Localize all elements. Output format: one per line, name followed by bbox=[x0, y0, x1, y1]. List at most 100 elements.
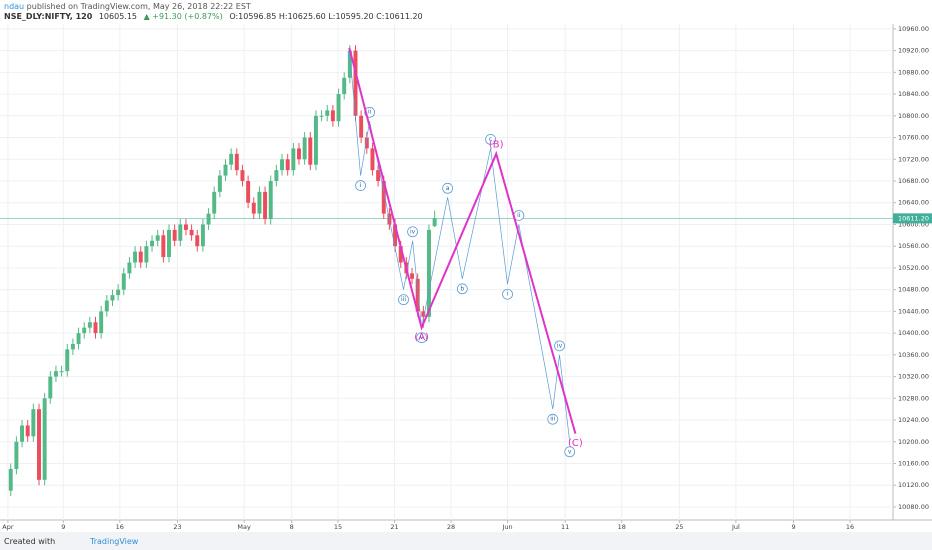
wave-label: (C) bbox=[568, 438, 583, 449]
wave-label: c bbox=[489, 136, 492, 143]
y-tick-label: 10080.00 bbox=[898, 503, 929, 511]
wave-label-circle bbox=[554, 340, 565, 352]
x-tick-label: Apr bbox=[2, 523, 14, 531]
candle-body bbox=[432, 218, 437, 227]
wave-label: (B) bbox=[489, 139, 504, 150]
footer: Created with TradingView bbox=[0, 532, 932, 550]
candle-body bbox=[291, 148, 296, 171]
last-price-box bbox=[893, 213, 932, 224]
candle-body bbox=[206, 213, 211, 225]
wave-label-circle bbox=[485, 134, 496, 145]
candle-body bbox=[14, 441, 19, 469]
wave-label: (A) bbox=[414, 332, 429, 343]
wave-line bbox=[348, 47, 571, 442]
candle-body bbox=[370, 148, 375, 171]
x-tick-label: Jun bbox=[501, 523, 512, 531]
header-line: ndau published on TradingView.com, May 2… bbox=[4, 2, 251, 11]
candle-body bbox=[167, 229, 171, 258]
x-tick-label: 23 bbox=[173, 523, 181, 531]
candle-body bbox=[178, 224, 183, 241]
y-tick-label: 10320.00 bbox=[898, 373, 929, 381]
published: published on TradingView.com, May 26, 20… bbox=[26, 2, 251, 11]
candle-body bbox=[319, 115, 324, 117]
x-tick-label: 9 bbox=[61, 523, 65, 531]
candle-body bbox=[104, 300, 109, 312]
wave-label: i bbox=[360, 182, 362, 189]
candle-body bbox=[70, 343, 75, 350]
symbol-line: NSE_DLY:NIFTY, 120 10605.15 ▲ +91.30 (+0… bbox=[4, 12, 427, 21]
y-tick-label: 10880.00 bbox=[898, 68, 929, 76]
x-tick-label: 9 bbox=[791, 523, 795, 531]
candle-body bbox=[246, 181, 251, 203]
author[interactable]: ndau bbox=[4, 2, 25, 11]
candle-body bbox=[325, 110, 330, 116]
x-tick-label: 15 bbox=[334, 523, 342, 531]
candle-body bbox=[48, 376, 53, 399]
candle-body bbox=[99, 311, 104, 334]
x-tick-label: 11 bbox=[561, 523, 569, 531]
y-tick-label: 10240.00 bbox=[898, 416, 929, 424]
wave-label: a bbox=[446, 185, 450, 192]
footer-text: Created with bbox=[4, 537, 56, 546]
candle-body bbox=[116, 289, 121, 296]
candle-body bbox=[133, 251, 138, 263]
candle-body bbox=[302, 137, 307, 160]
y-tick-label: 10800.00 bbox=[898, 112, 929, 120]
wave-label: v bbox=[568, 448, 572, 455]
candle-body bbox=[234, 153, 239, 171]
change: ▲ +91.30 (+0.87%) bbox=[143, 12, 223, 21]
footer-brand[interactable]: TradingView bbox=[90, 537, 139, 546]
chart: 10080.00 10120.00 10160.00 10200.00 10240.00… bbox=[0, 24, 932, 531]
candle-body bbox=[37, 409, 41, 480]
y-tick-label: 10440.00 bbox=[898, 307, 929, 315]
wave-label-circle bbox=[355, 180, 366, 191]
price: 10605.15 bbox=[98, 12, 138, 21]
wave-label: iv bbox=[557, 342, 563, 349]
candle-body bbox=[280, 159, 285, 171]
candle-body bbox=[121, 273, 126, 290]
candle-body bbox=[150, 240, 155, 247]
candle-body bbox=[347, 50, 352, 78]
y-tick-label: 10960.00 bbox=[898, 25, 929, 33]
candle-body bbox=[20, 425, 25, 442]
candle-body bbox=[330, 110, 335, 122]
x-tick-label: 8 bbox=[290, 523, 294, 531]
wave-label: ii bbox=[517, 212, 521, 219]
candle-body bbox=[376, 170, 381, 182]
wave-label: iv bbox=[410, 228, 416, 235]
candle-body bbox=[336, 94, 341, 122]
x-tick-label: May bbox=[237, 523, 251, 531]
candle-body bbox=[138, 251, 143, 263]
y-tick-label: 10520.00 bbox=[898, 264, 929, 272]
candle-body bbox=[223, 164, 228, 176]
last-price-label: 10611.20 bbox=[898, 214, 929, 222]
candle-body bbox=[155, 235, 160, 241]
candle-body bbox=[161, 235, 166, 258]
y-tick-label: 10760.00 bbox=[898, 134, 929, 142]
candle-body bbox=[25, 425, 30, 437]
y-tick-label: 10680.00 bbox=[898, 177, 929, 185]
wave-label-circle bbox=[456, 283, 468, 295]
wave-label-circle bbox=[564, 446, 576, 458]
x-tick-label: 16 bbox=[116, 523, 124, 531]
candle-body bbox=[110, 295, 115, 301]
candle-body bbox=[263, 191, 268, 220]
candle-body bbox=[381, 181, 386, 214]
candle-body bbox=[274, 170, 279, 182]
x-tick-label: 18 bbox=[618, 523, 626, 531]
candle-body bbox=[308, 137, 313, 165]
x-tick-label: 16 bbox=[846, 523, 854, 531]
y-tick-label: 10640.00 bbox=[898, 199, 929, 207]
wave-label: b bbox=[460, 285, 464, 292]
y-tick-label: 10920.00 bbox=[898, 47, 929, 55]
candle-body bbox=[127, 262, 132, 274]
candle-body bbox=[172, 229, 177, 241]
candle-body bbox=[195, 235, 200, 247]
candle-body bbox=[421, 311, 426, 317]
y-tick-label: 10200.00 bbox=[898, 438, 929, 446]
wave-label-circle bbox=[416, 332, 428, 344]
wave-label: iii bbox=[401, 296, 406, 303]
candle-body bbox=[65, 349, 70, 372]
candle-body bbox=[415, 278, 420, 312]
